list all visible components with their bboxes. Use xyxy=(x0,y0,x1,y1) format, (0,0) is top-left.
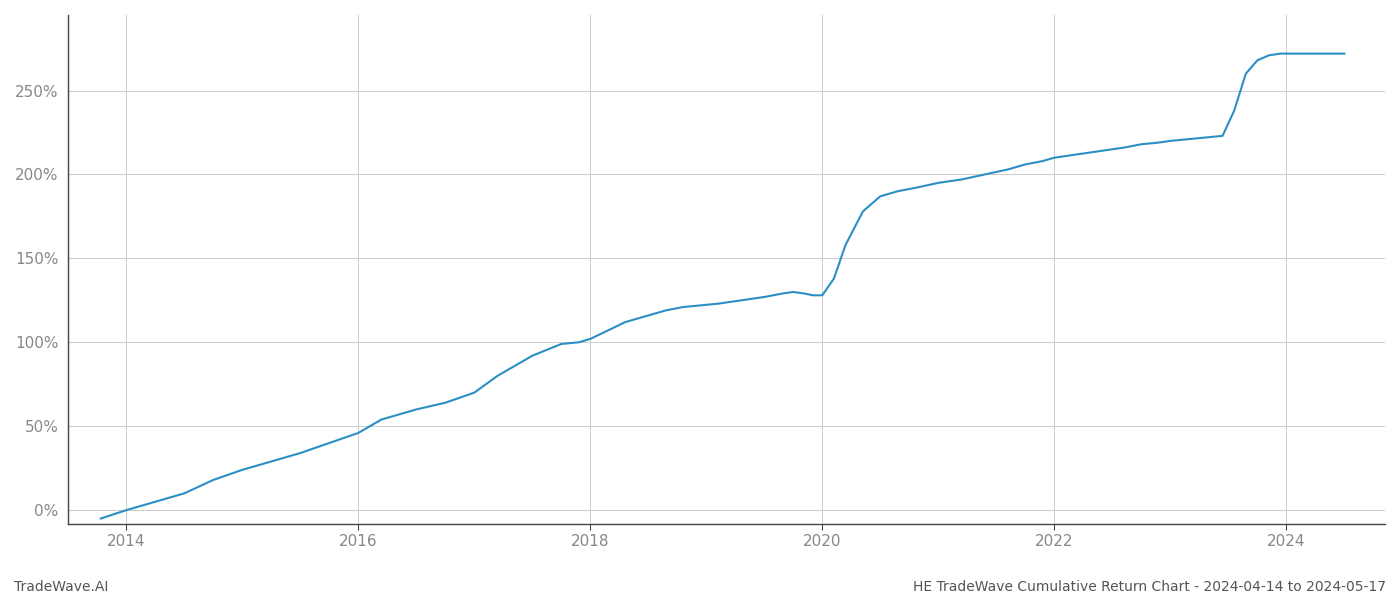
Text: HE TradeWave Cumulative Return Chart - 2024-04-14 to 2024-05-17: HE TradeWave Cumulative Return Chart - 2… xyxy=(913,580,1386,594)
Text: TradeWave.AI: TradeWave.AI xyxy=(14,580,108,594)
